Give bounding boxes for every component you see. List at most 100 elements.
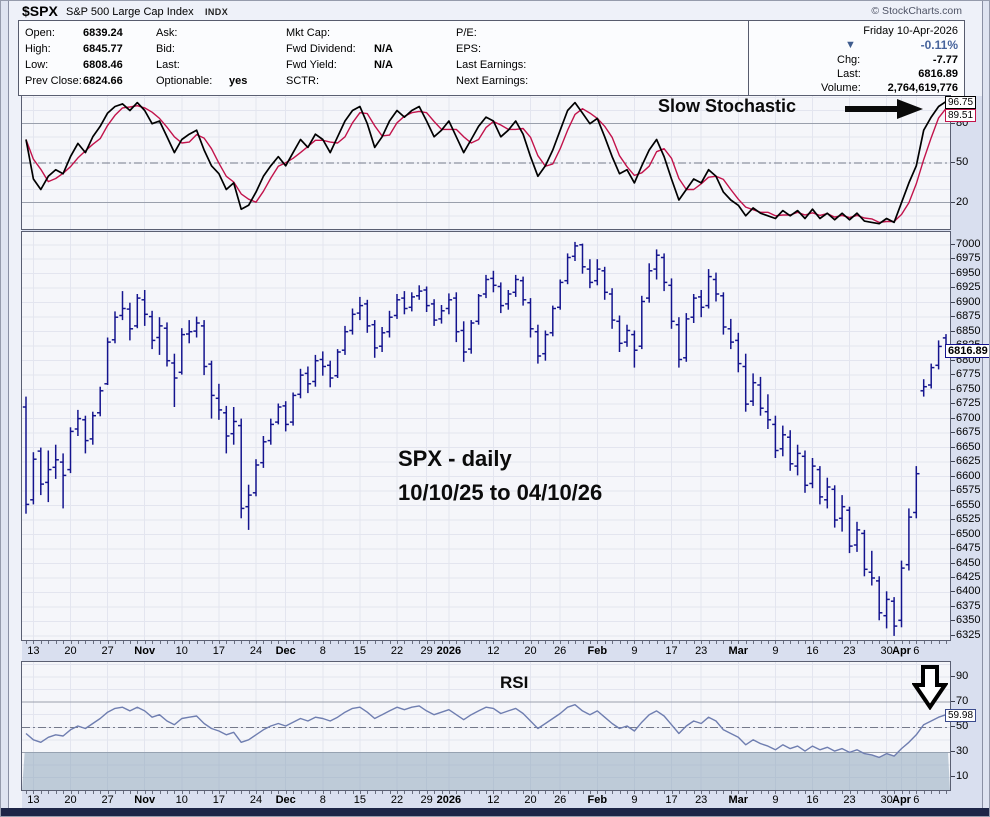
date-axis-label: 16 [806,794,819,806]
day-tick-mark [300,791,302,794]
day-tick-mark [634,641,636,644]
day-tick-mark [864,791,866,794]
day-tick-mark [745,791,747,794]
down-triangle-icon: ▼ [845,39,856,51]
day-tick-mark [656,791,658,794]
day-tick-mark [256,641,257,644]
day-tick-mark [397,641,398,644]
day-tick-mark [812,641,814,644]
day-tick-mark [723,791,725,794]
day-tick-mark [627,641,628,644]
day-tick-mark [419,791,421,794]
day-tick-mark [159,791,161,794]
day-tick-mark [137,641,139,644]
day-tick-mark [604,641,606,644]
day-tick-mark [701,641,703,644]
day-tick-mark [204,641,206,644]
day-tick-mark [293,791,295,794]
day-tick-mark [456,641,458,644]
y-axis-tick-label: 6725 [951,398,980,409]
date-axis-label: 15 [353,645,367,657]
date-axis-label: 26 [554,794,567,806]
price-annotation-line1: SPX - daily [398,446,512,471]
day-tick-mark [463,641,465,644]
quote-value: 6808.46 [83,59,123,71]
day-tick-mark [241,641,243,644]
day-tick-mark [849,791,851,794]
day-tick-mark [167,791,168,794]
day-tick-mark [886,641,888,644]
day-tick-mark [567,791,569,794]
date-axis-label: 12 [487,645,500,657]
stochastic-d-callout: 89.51 [945,109,977,122]
day-tick-mark [730,641,732,644]
day-tick-mark [419,641,421,644]
day-tick-mark [92,791,94,794]
y-axis-tick-label: 6800 [951,355,980,366]
chg-label: Chg: [837,54,861,66]
day-tick-mark [434,641,436,644]
y-axis-tick-label: 20 [951,197,968,208]
date-axis-label: 22 [390,645,404,657]
day-tick-mark [515,791,517,794]
day-tick-mark [359,791,361,794]
day-tick-mark [916,641,918,644]
day-tick-mark [842,791,844,794]
day-tick-mark [790,791,792,794]
day-tick-mark [441,791,443,794]
y-axis-tick-label: 6400 [951,586,980,597]
day-tick-mark [886,791,888,794]
day-tick-mark [70,641,72,644]
day-tick-mark [285,641,287,644]
day-tick-mark [411,791,413,794]
date-axis-label: Feb [587,794,608,806]
day-tick-mark [760,791,762,794]
day-tick-mark [397,791,398,794]
day-tick-mark [218,641,220,644]
day-tick-mark [656,641,658,644]
percent-change: -0.11% [920,38,958,52]
day-tick-mark [931,791,933,794]
y-axis-tick-label: 6950 [951,268,980,279]
day-tick-mark [233,641,235,644]
day-tick-mark [367,791,369,794]
day-tick-mark [204,791,206,794]
date-axis-label: 17 [665,645,678,657]
y-axis-tick-label: 50 [951,721,968,732]
day-tick-mark [426,641,428,644]
day-tick-mark [879,641,881,644]
rsi-panel [21,661,951,791]
date-axis-label: 23 [695,645,708,657]
day-tick-mark [612,641,614,644]
day-tick-mark [730,791,732,794]
date-axis-label: 20 [64,645,77,657]
day-tick-mark [797,791,799,794]
day-tick-mark [411,641,413,644]
day-tick-mark [641,641,643,644]
day-tick-mark [26,641,27,644]
day-tick-mark [382,791,384,794]
y-axis-tick-label: 50 [951,157,968,168]
date-axis-label: 9 [631,645,638,657]
day-tick-mark [337,641,339,644]
day-tick-mark [634,791,636,794]
day-tick-mark [26,791,27,794]
day-tick-mark [115,791,116,794]
quote-value: 6824.66 [83,75,123,87]
day-tick-mark [537,641,539,644]
day-tick-mark [181,641,183,644]
day-tick-mark [938,791,940,794]
day-tick-mark [805,791,806,794]
volume-value: 2,764,619,776 [887,82,958,94]
quote-label: Prev Close: [25,75,82,87]
day-tick-mark [857,791,858,794]
y-axis-tick-label: 6550 [951,500,980,511]
day-tick-mark [923,641,925,644]
day-tick-mark [738,641,740,644]
day-tick-mark [122,641,124,644]
bottom-edge-band [0,808,990,817]
day-tick-mark [842,641,844,644]
day-tick-mark [508,641,510,644]
quote-label: High: [25,43,51,55]
